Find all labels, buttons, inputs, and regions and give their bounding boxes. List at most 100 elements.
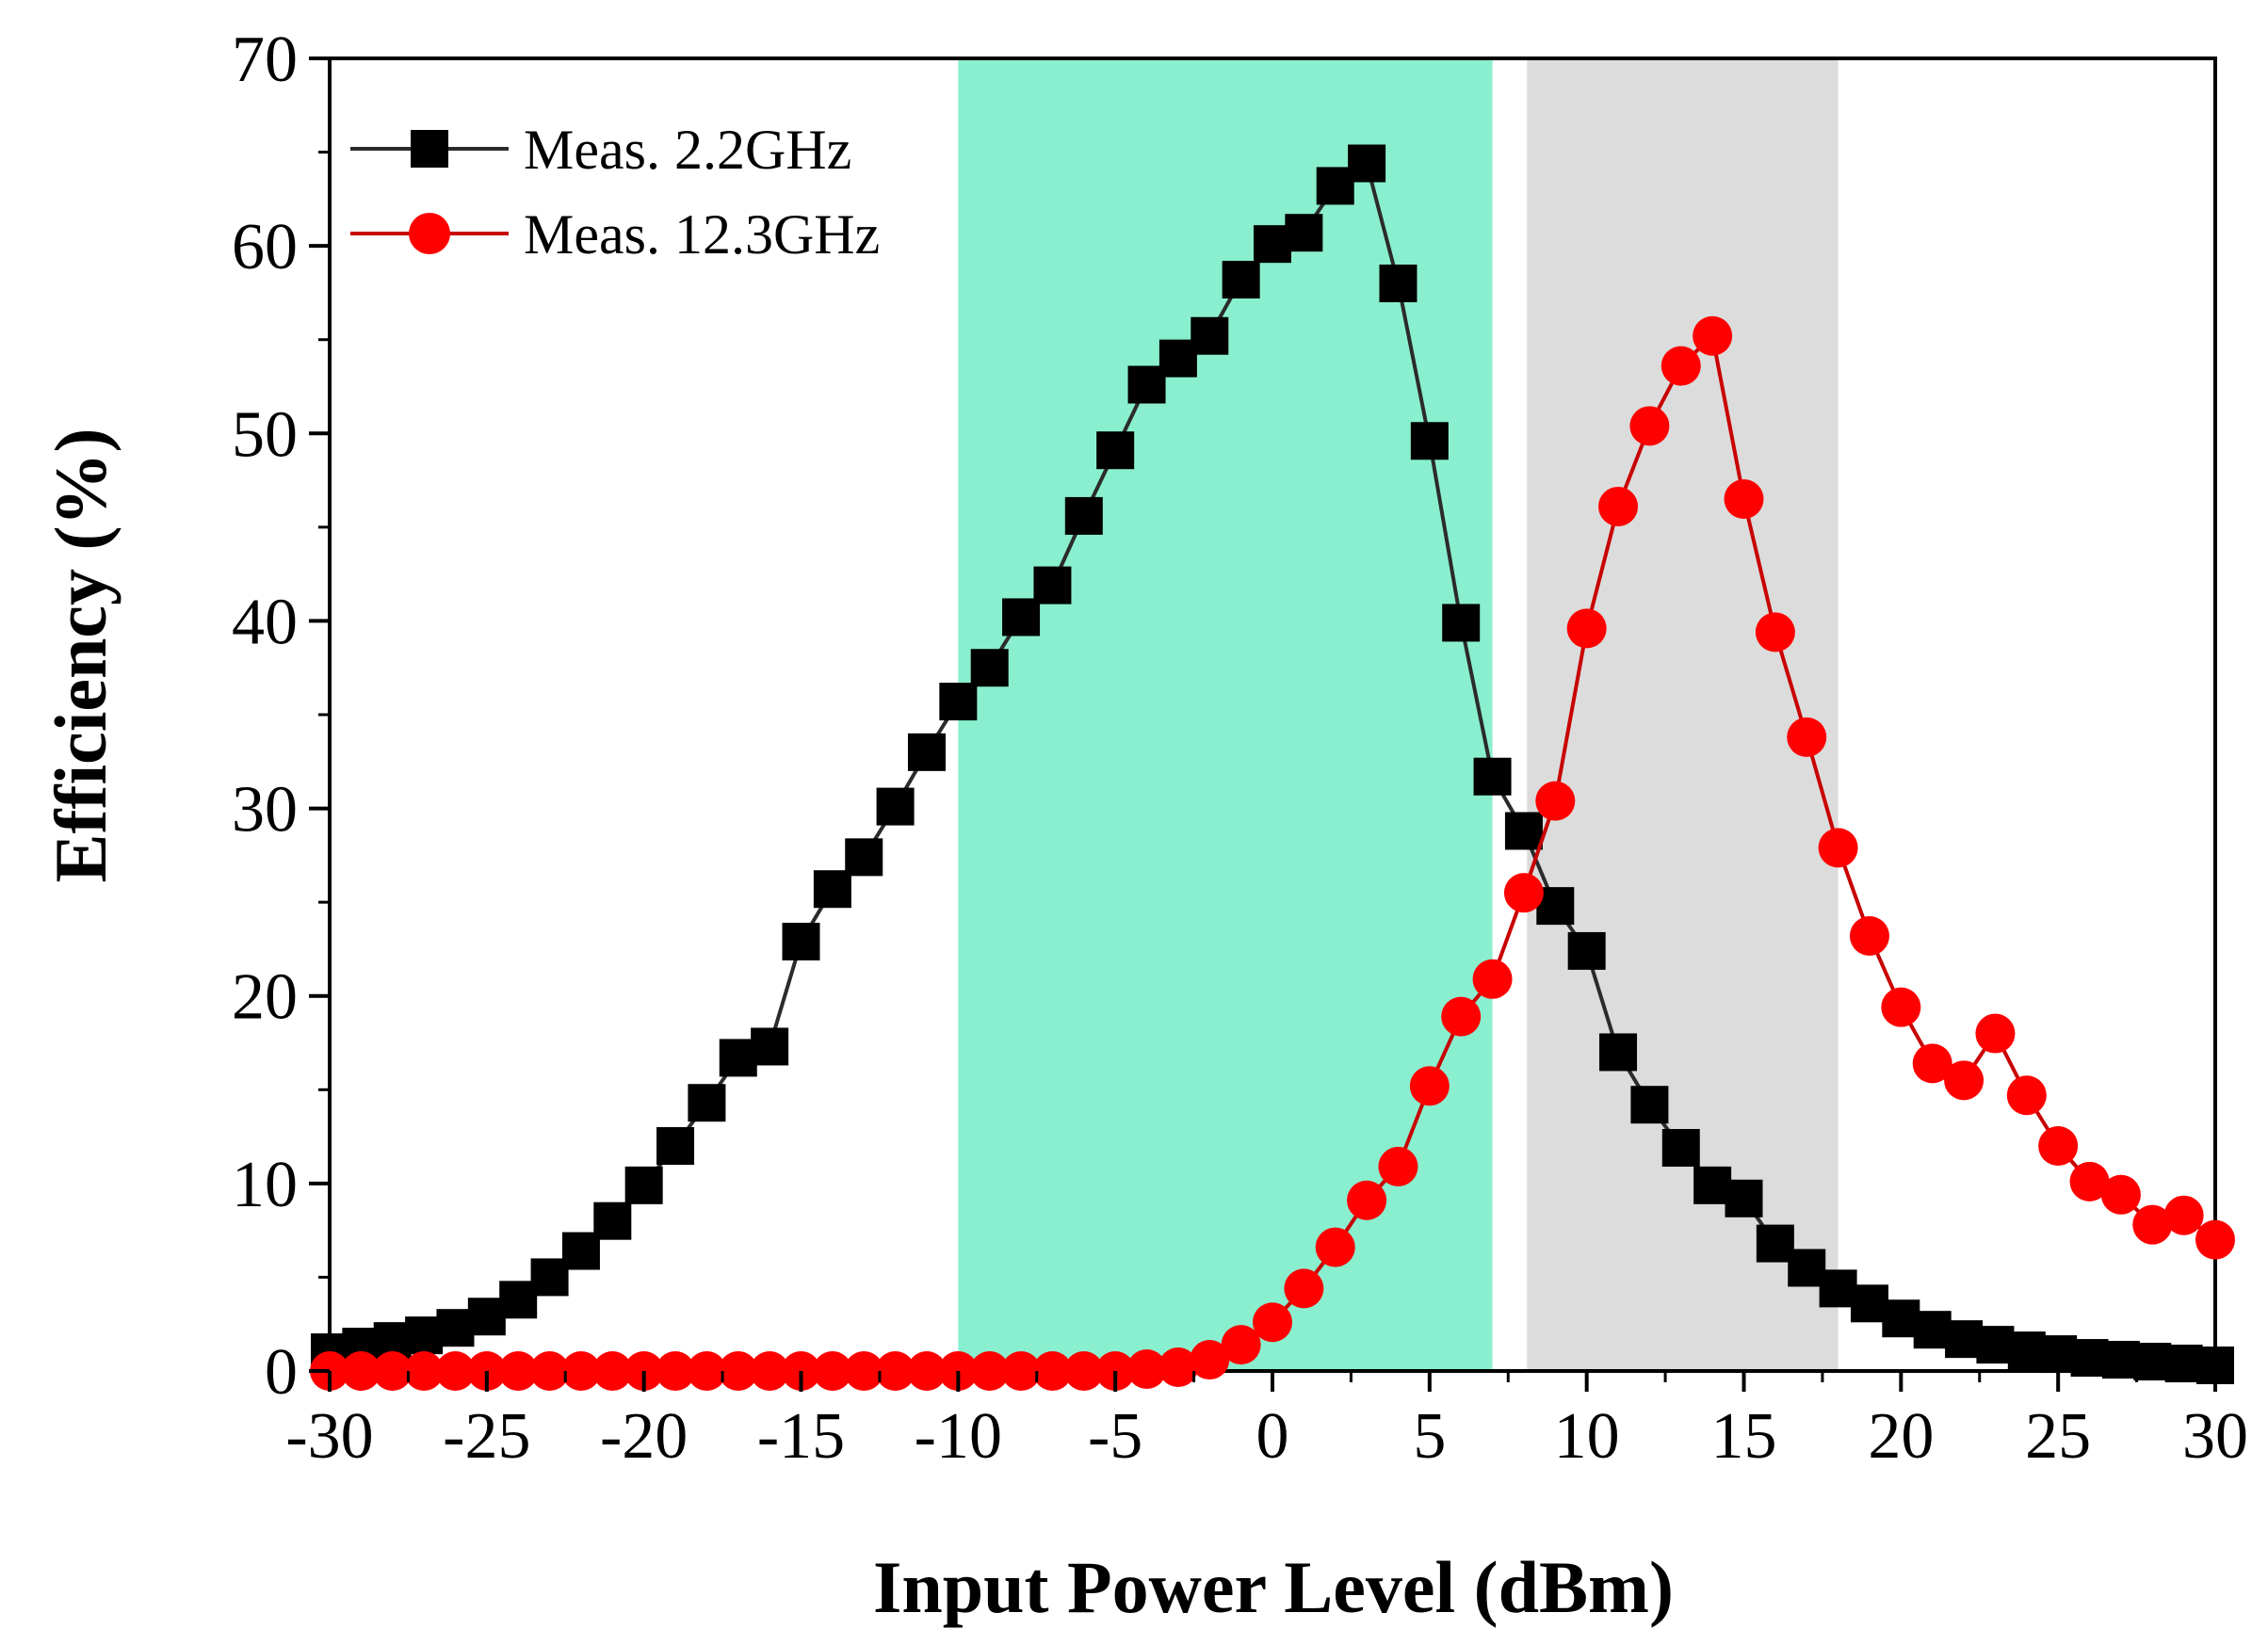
data-point bbox=[1881, 987, 1921, 1027]
data-point bbox=[656, 1127, 695, 1166]
data-point bbox=[1818, 828, 1858, 868]
y-axis-title: Efficiency (%) bbox=[40, 427, 122, 882]
data-point bbox=[530, 1258, 569, 1297]
data-point bbox=[2038, 1126, 2079, 1167]
x-tick-label: 30 bbox=[2182, 1400, 2248, 1473]
data-point bbox=[1222, 260, 1260, 298]
data-point bbox=[844, 1351, 884, 1391]
y-tick-label: 70 bbox=[232, 24, 298, 96]
data-series bbox=[310, 144, 2235, 1391]
data-point bbox=[1472, 959, 1513, 999]
data-point bbox=[1598, 486, 1639, 526]
data-point bbox=[1063, 1351, 1104, 1391]
data-point bbox=[1660, 346, 1701, 386]
data-point bbox=[656, 1351, 696, 1391]
series-2 bbox=[310, 315, 2235, 1391]
x-tick-label: -25 bbox=[443, 1400, 530, 1473]
data-point bbox=[876, 787, 915, 826]
shaded-region-2 bbox=[1527, 58, 1839, 1371]
x-tick-label: -15 bbox=[757, 1400, 845, 1473]
data-point bbox=[498, 1351, 539, 1391]
y-tick-label: 50 bbox=[232, 398, 298, 471]
data-point bbox=[687, 1351, 727, 1391]
data-point bbox=[1158, 339, 1197, 378]
data-point bbox=[1975, 1013, 2016, 1054]
data-point bbox=[813, 870, 851, 909]
data-point bbox=[1912, 1043, 1952, 1084]
data-point bbox=[2163, 1195, 2204, 1235]
data-point bbox=[592, 1351, 633, 1391]
y-tick-label: 60 bbox=[232, 211, 298, 283]
data-point bbox=[1064, 496, 1103, 535]
data-point bbox=[529, 1351, 570, 1391]
x-tick-label: 15 bbox=[1711, 1400, 1777, 1473]
x-tick-label: -5 bbox=[1088, 1400, 1142, 1473]
y-tick-label: 20 bbox=[232, 961, 298, 1034]
data-point bbox=[1756, 1224, 1794, 1263]
legend-marker bbox=[411, 130, 448, 168]
data-point bbox=[906, 1351, 947, 1391]
data-point bbox=[405, 1316, 444, 1355]
legend: Meas. 2.2GHz Meas. 12.3GHz bbox=[350, 119, 880, 266]
x-axis-title: Input Power Level (dBm) bbox=[873, 1546, 1674, 1628]
data-point bbox=[2039, 1335, 2078, 1374]
data-point bbox=[1473, 757, 1512, 796]
legend-label: Meas. 12.3GHz bbox=[524, 203, 880, 266]
data-point bbox=[341, 1351, 381, 1391]
y-tick-label: 0 bbox=[265, 1336, 298, 1409]
data-point bbox=[2195, 1219, 2235, 1260]
x-tick-label: 25 bbox=[2025, 1400, 2091, 1473]
data-point bbox=[1566, 608, 1607, 649]
data-point bbox=[435, 1351, 476, 1391]
data-point bbox=[782, 922, 820, 960]
data-point bbox=[812, 1351, 852, 1391]
data-point bbox=[2007, 1331, 2046, 1370]
data-point bbox=[751, 1027, 789, 1066]
x-tick-label: 20 bbox=[1868, 1400, 1934, 1473]
data-point bbox=[1599, 1033, 1638, 1072]
data-point bbox=[939, 683, 978, 721]
data-point bbox=[1725, 1179, 1763, 1218]
data-point bbox=[1096, 431, 1135, 470]
data-point bbox=[907, 733, 946, 771]
y-tick-label: 10 bbox=[232, 1149, 298, 1221]
data-point bbox=[2100, 1174, 2141, 1215]
data-point bbox=[1630, 1086, 1669, 1124]
data-point bbox=[750, 1351, 790, 1391]
data-point bbox=[1379, 264, 1418, 302]
data-point bbox=[1191, 316, 1229, 355]
data-point bbox=[1253, 1302, 1292, 1343]
legend-label: Meas. 2.2GHz bbox=[524, 119, 851, 181]
data-point bbox=[2101, 1341, 2140, 1379]
data-point bbox=[718, 1351, 758, 1391]
data-point bbox=[1441, 996, 1482, 1037]
x-tick-label: -10 bbox=[915, 1400, 1002, 1473]
data-point bbox=[1755, 612, 1795, 653]
data-point bbox=[688, 1084, 726, 1122]
data-point bbox=[1442, 604, 1481, 642]
data-point bbox=[1409, 1066, 1450, 1106]
data-point bbox=[1849, 915, 1889, 956]
data-point bbox=[1285, 214, 1323, 252]
data-point bbox=[2070, 1339, 2109, 1378]
data-point bbox=[1284, 1268, 1324, 1309]
y-tick-label: 30 bbox=[232, 774, 298, 847]
data-point bbox=[2164, 1345, 2203, 1383]
data-point bbox=[1976, 1326, 2015, 1364]
data-point bbox=[1221, 1325, 1261, 1365]
y-tick-label: 40 bbox=[232, 586, 298, 658]
data-point bbox=[875, 1351, 915, 1391]
data-point bbox=[1410, 422, 1449, 460]
data-point bbox=[1788, 1249, 1826, 1287]
legend-marker bbox=[409, 213, 450, 254]
x-tick-label: 5 bbox=[1413, 1400, 1446, 1473]
data-point bbox=[719, 1039, 757, 1077]
data-point bbox=[436, 1309, 475, 1347]
data-point bbox=[560, 1351, 601, 1391]
data-point bbox=[2006, 1075, 2047, 1116]
data-point bbox=[2132, 1204, 2173, 1245]
legend-item-2: Meas. 12.3GHz bbox=[350, 203, 880, 266]
x-tick-label: -20 bbox=[600, 1400, 688, 1473]
data-point bbox=[404, 1351, 445, 1391]
